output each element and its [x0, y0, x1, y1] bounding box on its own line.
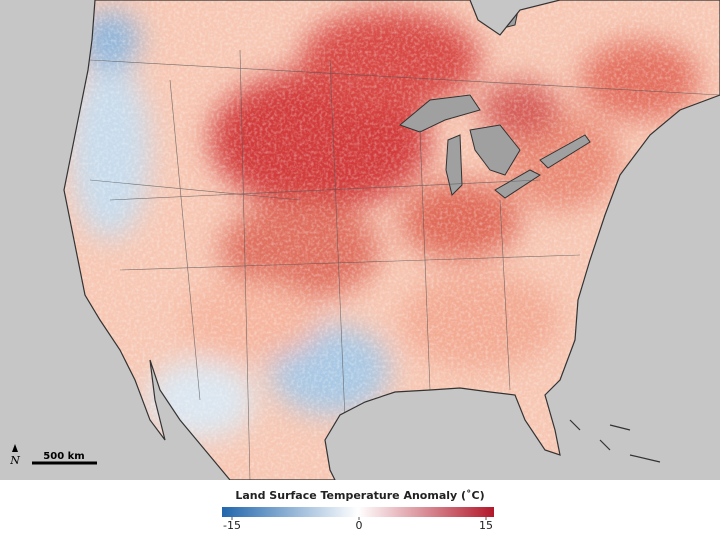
- scale-bar-label: 500 km: [43, 451, 84, 462]
- colorbar-tick-label: 15: [479, 519, 493, 532]
- colorbar: [222, 507, 494, 517]
- colorbar-tick-label: 0: [356, 519, 363, 532]
- north-label: N: [9, 454, 20, 467]
- north-arrow-head: [12, 444, 18, 452]
- north-arrow: N: [9, 444, 20, 467]
- scale-bar: 500 km: [32, 451, 97, 465]
- colorbar-tick-label: -15: [223, 519, 241, 532]
- legend-title: Land Surface Temperature Anomaly (˚C): [235, 489, 484, 502]
- coast-islands: [569, 419, 661, 463]
